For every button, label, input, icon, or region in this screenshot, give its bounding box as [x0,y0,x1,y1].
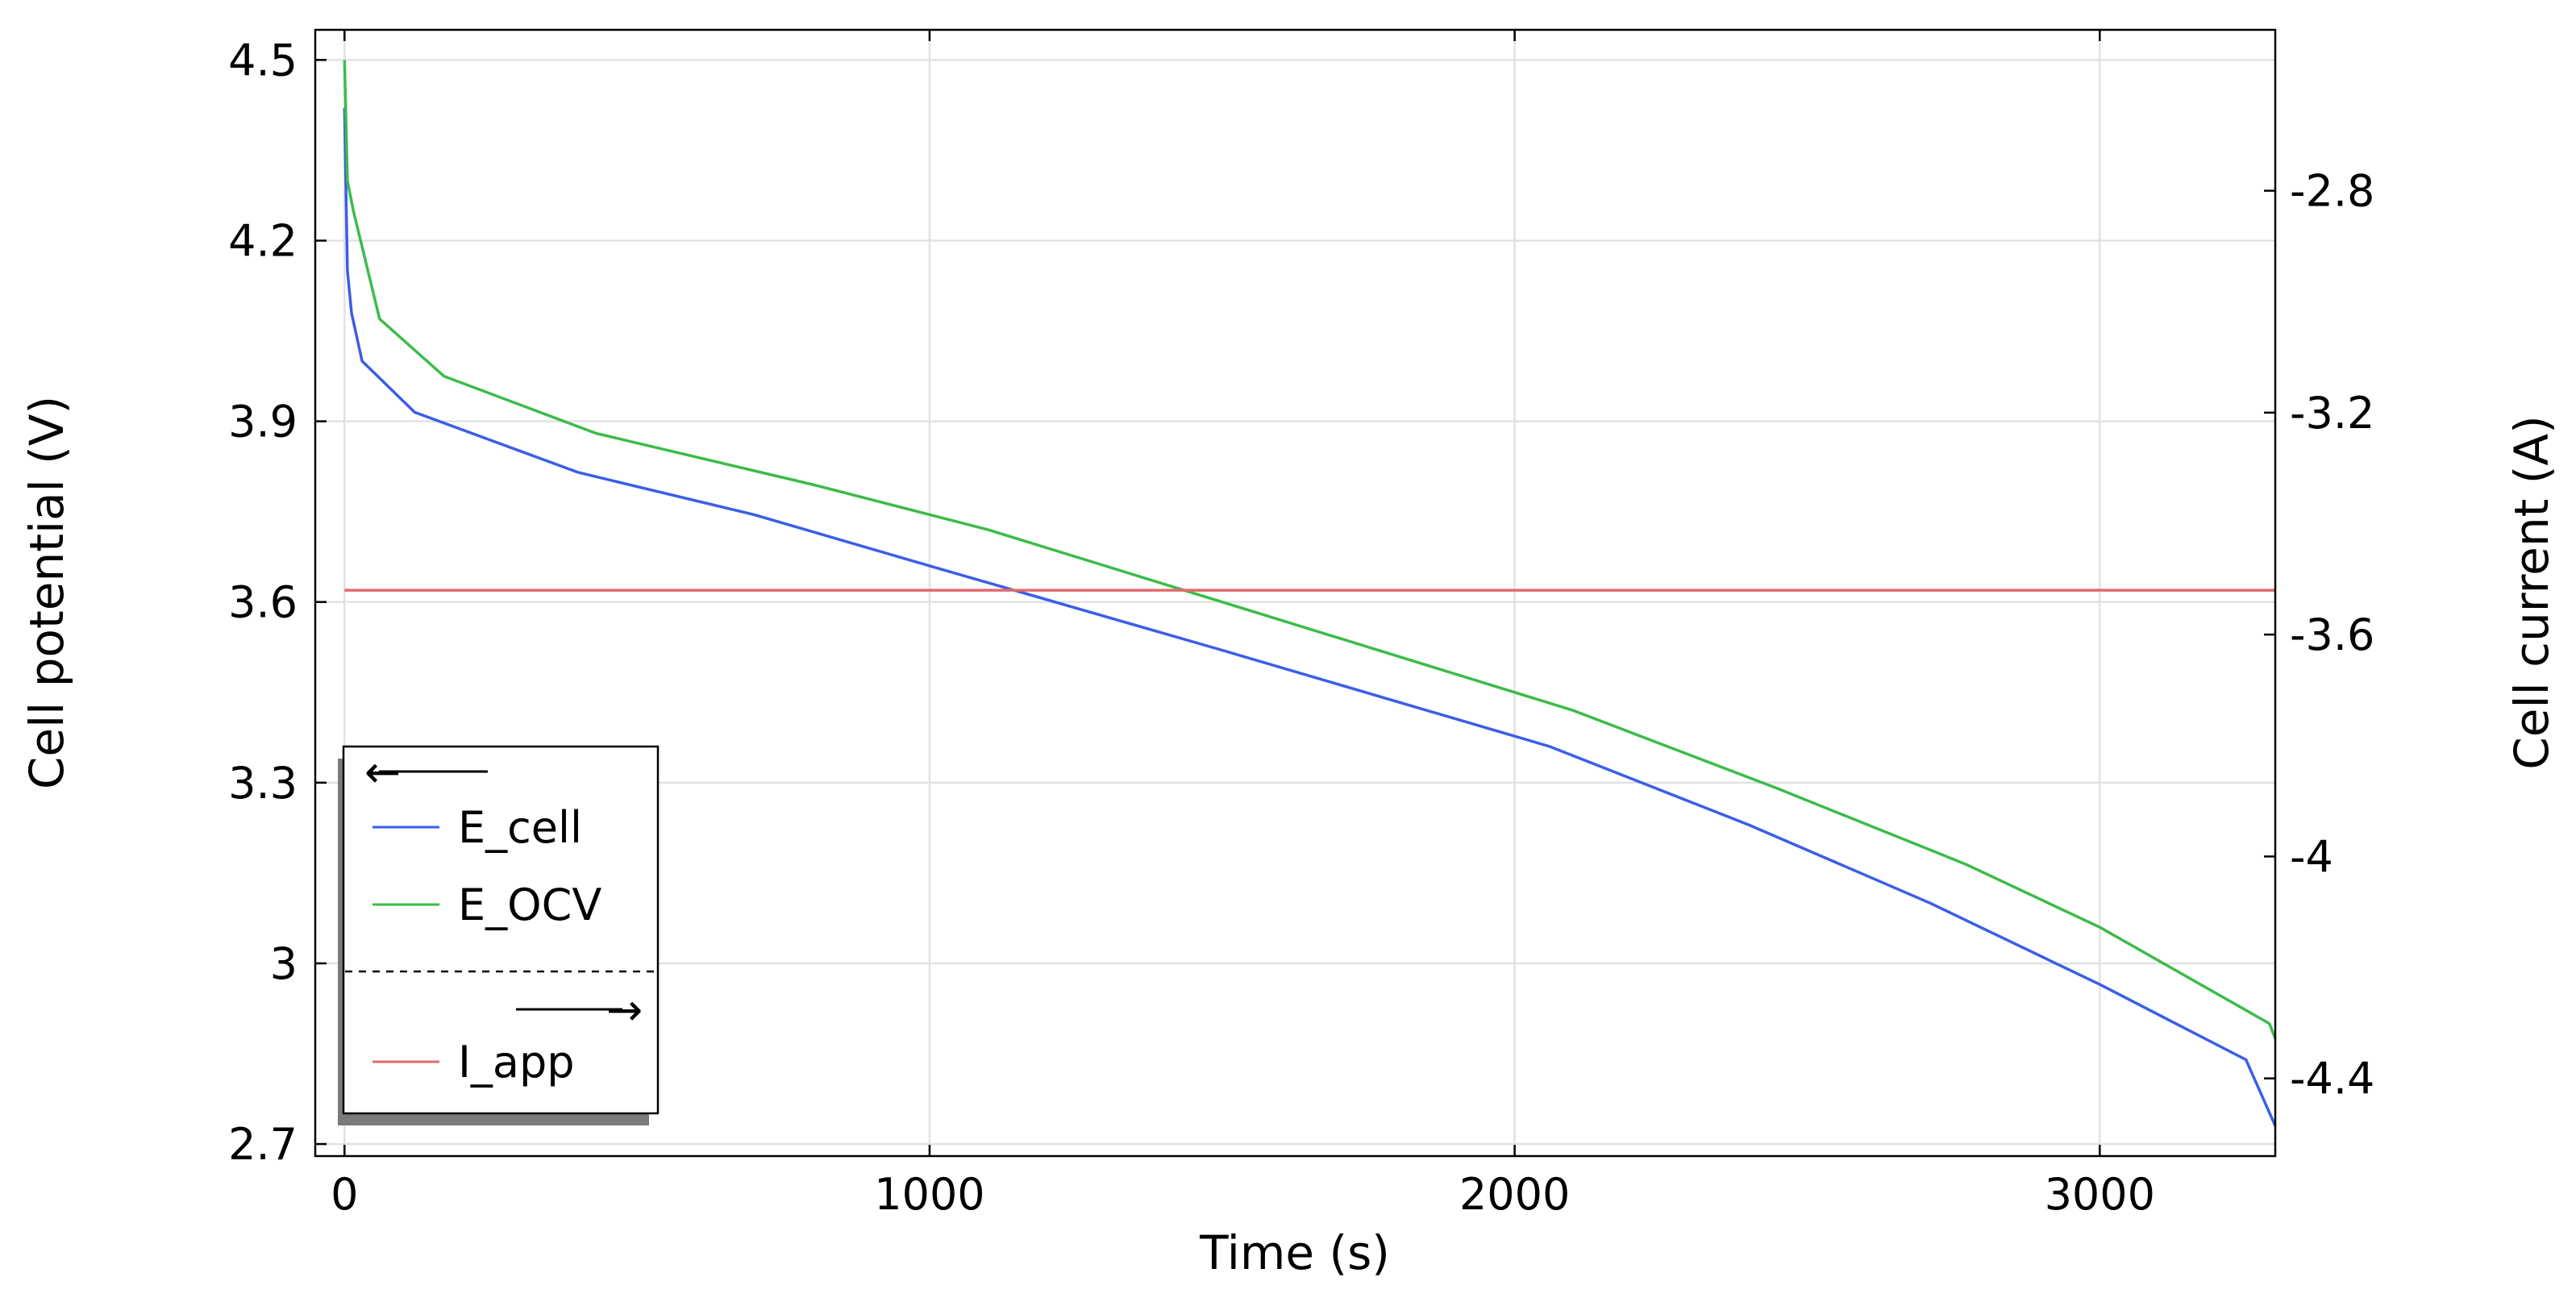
y2-tick-label: -4.4 [2290,1054,2374,1104]
x-tick-label: 3000 [2045,1169,2155,1220]
plot-frame [314,28,2277,1158]
y2-tick-label: -3.6 [2290,609,2374,660]
legend: ← E_cell E_OCV → I_app [338,745,660,1125]
x-axis-title: Time (s) [1199,1225,1390,1280]
series-line-e-ocv [343,60,2277,1039]
y-axis-title: Cell potential (V) [19,396,74,789]
x-tick-label: 0 [331,1169,358,1220]
legend-label-i-app: I_app [458,1037,575,1088]
y-tick-label: 3 [270,938,298,989]
ticks: 0 1000 2000 3000 2.7 3 3.3 3.6 3.9 4.2 4.5 -2.8 -3.2… [228,30,2374,1220]
y-tick-label: 2.7 [228,1119,298,1170]
y-tick-label: 3.9 [228,397,298,447]
legend-label-e-cell: E_cell [458,802,582,853]
y-tick-label: 4.2 [228,215,298,266]
y-tick-label: 3.6 [228,577,298,628]
series-group [343,60,2277,1127]
y-tick-label: 4.5 [228,35,298,85]
x-tick-label: 1000 [874,1169,984,1220]
y2-tick-label: -3.2 [2290,388,2374,439]
y2-tick-label: -4 [2290,831,2333,882]
grid [315,30,2275,1156]
legend-right-axis-arrow: → [606,984,643,1035]
y-tick-label: 3.3 [228,758,298,809]
x-tick-label: 2000 [1459,1169,1570,1220]
legend-label-e-ocv: E_OCV [458,880,601,930]
series-line-e-cell [343,108,2277,1127]
legend-box [342,745,660,1115]
y2-tick-label: -2.8 [2290,166,2374,217]
y2-axis-title: Cell current (A) [2504,415,2559,769]
